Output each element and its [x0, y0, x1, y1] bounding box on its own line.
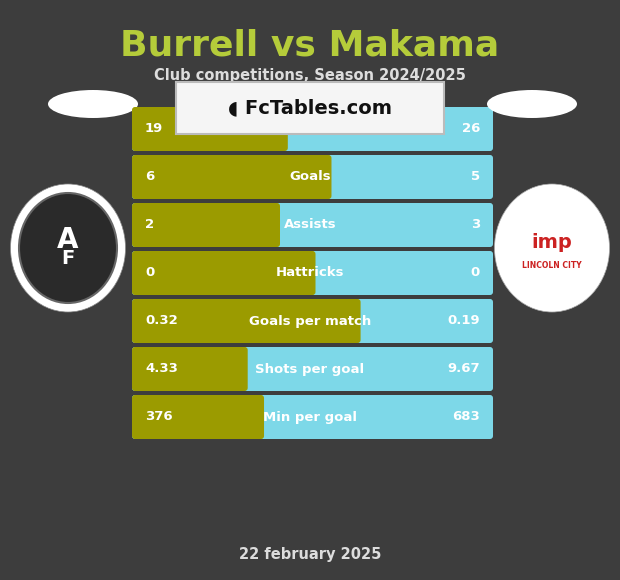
FancyBboxPatch shape	[132, 347, 248, 391]
Text: ◖ FcTables.com: ◖ FcTables.com	[228, 99, 392, 118]
Ellipse shape	[495, 184, 609, 312]
Text: A: A	[57, 226, 79, 254]
FancyBboxPatch shape	[132, 395, 264, 439]
FancyBboxPatch shape	[132, 203, 280, 247]
FancyBboxPatch shape	[176, 82, 444, 134]
Text: Hattricks: Hattricks	[276, 266, 344, 280]
Text: 0.32: 0.32	[145, 314, 178, 328]
FancyBboxPatch shape	[132, 299, 493, 343]
FancyBboxPatch shape	[132, 203, 493, 247]
Text: 4.33: 4.33	[145, 362, 178, 375]
FancyBboxPatch shape	[132, 347, 493, 391]
Text: 22 february 2025: 22 february 2025	[239, 547, 381, 562]
Text: 2: 2	[145, 219, 154, 231]
FancyBboxPatch shape	[132, 155, 332, 199]
Ellipse shape	[48, 90, 138, 118]
Text: 376: 376	[145, 411, 172, 423]
Text: 5: 5	[471, 171, 480, 183]
Text: Burrell vs Makama: Burrell vs Makama	[120, 28, 500, 62]
Ellipse shape	[19, 193, 117, 303]
Text: Goals: Goals	[289, 171, 331, 183]
Ellipse shape	[11, 184, 125, 312]
Text: 19: 19	[145, 122, 163, 136]
FancyBboxPatch shape	[132, 107, 288, 151]
Text: Min per goal: Min per goal	[263, 411, 357, 423]
Text: imp: imp	[531, 234, 572, 252]
Text: Shots per goal: Shots per goal	[255, 362, 365, 375]
FancyBboxPatch shape	[132, 395, 493, 439]
Text: 0: 0	[471, 266, 480, 280]
Text: 0.19: 0.19	[448, 314, 480, 328]
FancyBboxPatch shape	[132, 107, 493, 151]
Text: Assists: Assists	[284, 219, 336, 231]
FancyBboxPatch shape	[132, 251, 493, 295]
Text: Matches: Matches	[278, 122, 342, 136]
FancyBboxPatch shape	[132, 299, 361, 343]
Text: 683: 683	[452, 411, 480, 423]
Text: 9.67: 9.67	[448, 362, 480, 375]
Text: 6: 6	[145, 171, 154, 183]
Text: Club competitions, Season 2024/2025: Club competitions, Season 2024/2025	[154, 68, 466, 83]
Text: F: F	[61, 248, 74, 267]
Text: 26: 26	[462, 122, 480, 136]
Text: LINCOLN CITY: LINCOLN CITY	[522, 262, 582, 270]
FancyBboxPatch shape	[132, 251, 316, 295]
Text: 0: 0	[145, 266, 154, 280]
Text: 3: 3	[471, 219, 480, 231]
FancyBboxPatch shape	[132, 155, 493, 199]
Ellipse shape	[487, 90, 577, 118]
Text: Goals per match: Goals per match	[249, 314, 371, 328]
